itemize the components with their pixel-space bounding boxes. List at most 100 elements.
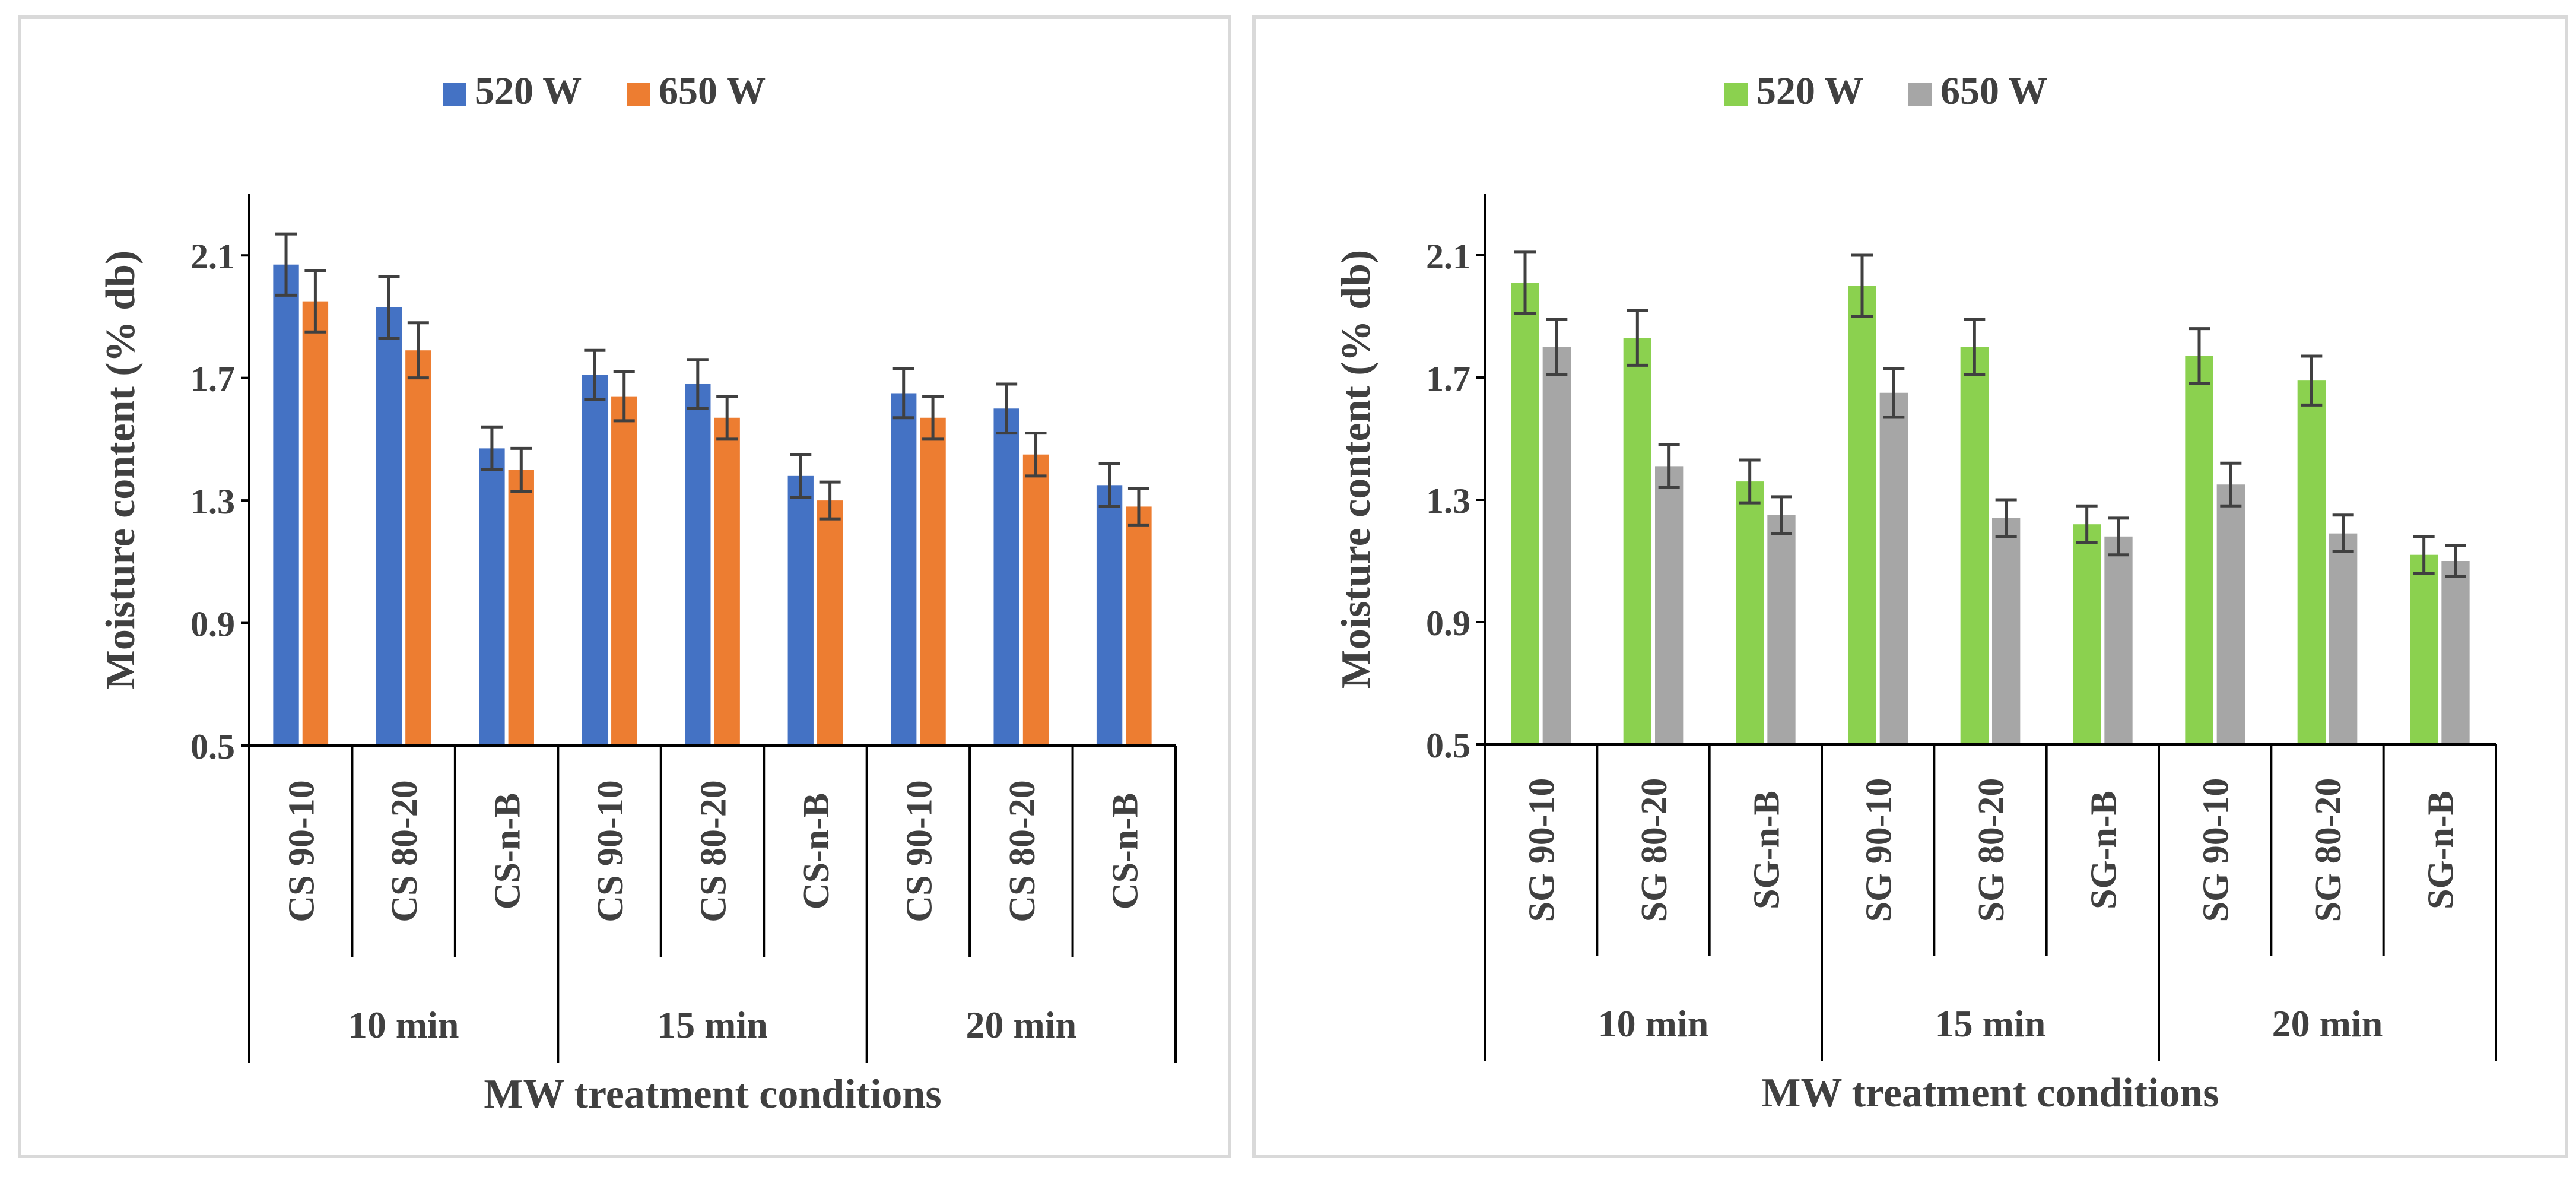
x-tick-label: CS 80-20 bbox=[385, 780, 425, 922]
x-tick-label: CS-n-B bbox=[1105, 793, 1145, 909]
error-bar-series0-3 bbox=[584, 348, 606, 401]
bar-series1-1 bbox=[405, 350, 431, 746]
group-label: 20 min bbox=[2272, 1003, 2383, 1045]
legend-label-1: 650 W bbox=[1940, 69, 2047, 113]
error-bar-series0-6 bbox=[2189, 327, 2210, 385]
y-tick-label: 2.1 bbox=[1426, 237, 1470, 276]
error-bar-series0-0 bbox=[1514, 250, 1536, 315]
bar-series0-3 bbox=[1848, 286, 1876, 744]
error-bar-series1-6 bbox=[922, 395, 944, 441]
error-bar-series0-5 bbox=[2076, 504, 2098, 544]
x-tick-label: SG 90-10 bbox=[1859, 778, 1900, 922]
bar-series1-8 bbox=[2441, 561, 2470, 744]
legend-label-0: 520 W bbox=[475, 69, 582, 113]
legend: 520 W 650 W bbox=[443, 69, 766, 113]
x-tick-label: SG-n-B bbox=[2421, 791, 2461, 909]
bar-series1-3 bbox=[1879, 392, 1908, 744]
legend-label-0: 520 W bbox=[1756, 69, 1863, 113]
error-bar-series1-1 bbox=[407, 321, 429, 380]
error-bar-series1-6 bbox=[2220, 461, 2242, 508]
error-bar-series1-0 bbox=[304, 269, 326, 334]
bar-series0-4 bbox=[1960, 347, 1989, 744]
error-bar-series0-7 bbox=[2301, 354, 2323, 407]
error-bar-series1-4 bbox=[1995, 498, 2017, 538]
bar-series0-8 bbox=[1096, 485, 1123, 746]
error-bar-series1-5 bbox=[819, 480, 841, 521]
bar-series1-4 bbox=[1992, 518, 2021, 744]
bar-series0-6 bbox=[2185, 356, 2213, 744]
error-bar-series1-2 bbox=[510, 446, 532, 493]
error-bar-series1-7 bbox=[1025, 432, 1047, 478]
x-tick-label: SG 90-10 bbox=[1522, 778, 1562, 922]
x-tick-label: CS 80-20 bbox=[1002, 780, 1043, 922]
error-bar-series0-1 bbox=[378, 275, 400, 340]
error-bar-series0-3 bbox=[1851, 253, 1873, 318]
chart-panel-right: 520 W 650 W 0.5 0.9 1.3 1.7 2.1 Moisture conten… bbox=[1252, 15, 2568, 1158]
bar-series1-8 bbox=[1126, 506, 1152, 746]
error-bar-series0-4 bbox=[1964, 318, 1986, 376]
x-tick-label: CS-n-B bbox=[488, 793, 528, 909]
x-tick-label: SG-n-B bbox=[2083, 791, 2124, 909]
bar-series1-4 bbox=[714, 417, 740, 746]
error-bar-series1-8 bbox=[2445, 544, 2466, 578]
x-axis-title: MW treatment conditions bbox=[484, 1071, 941, 1117]
bar-series1-0 bbox=[302, 301, 329, 746]
legend: 520 W 650 W bbox=[1724, 69, 2047, 113]
error-bar-series1-2 bbox=[1771, 495, 1792, 535]
y-tick-label: 0.5 bbox=[190, 727, 235, 766]
chart-left: 520 W 650 W 0.5 0.9 1.3 1.7 2.1 Moisture conten… bbox=[98, 69, 1177, 1117]
error-bar-series0-7 bbox=[996, 382, 1018, 435]
x-tick-label: CS 90-10 bbox=[590, 780, 631, 922]
legend-swatch-0 bbox=[1724, 83, 1748, 106]
bar-series0-0 bbox=[273, 264, 299, 746]
error-bar-series0-2 bbox=[481, 425, 503, 471]
x-tick-label: SG-n-B bbox=[1746, 791, 1787, 909]
error-bar-series1-8 bbox=[1127, 486, 1149, 527]
bar-series0-7 bbox=[993, 408, 1019, 746]
y-tick-label: 1.3 bbox=[1426, 481, 1470, 521]
x-tick-label: CS 80-20 bbox=[694, 780, 734, 922]
bar-series0-0 bbox=[1511, 283, 1539, 745]
bar-series0-5 bbox=[2073, 524, 2101, 744]
bar-series0-6 bbox=[891, 393, 917, 746]
bar-series0-1 bbox=[376, 307, 402, 746]
bar-series1-0 bbox=[1542, 347, 1571, 744]
error-bar-series0-8 bbox=[1098, 462, 1120, 508]
group-label: 10 min bbox=[348, 1004, 459, 1046]
chart-panel-left: 520 W 650 W 0.5 0.9 1.3 1.7 2.1 Moisture conten… bbox=[18, 15, 1231, 1158]
error-bar-series1-7 bbox=[2332, 513, 2354, 554]
bar-series1-6 bbox=[920, 417, 946, 746]
bar-series0-3 bbox=[582, 375, 608, 746]
bar-series0-8 bbox=[2410, 554, 2438, 744]
bar-series0-7 bbox=[2297, 380, 2326, 744]
y-tick-label: 1.3 bbox=[190, 482, 235, 521]
bar-series0-1 bbox=[1623, 338, 1651, 744]
bar-series1-5 bbox=[817, 500, 843, 746]
error-bar-series0-6 bbox=[892, 367, 914, 420]
error-bar-series0-8 bbox=[2413, 535, 2435, 575]
y-axis-title: Moisture content (% db) bbox=[98, 250, 144, 689]
group-label: 15 min bbox=[657, 1004, 768, 1046]
bar-series1-2 bbox=[508, 470, 534, 746]
bar-series0-2 bbox=[1736, 481, 1764, 744]
x-tick-label: CS-n-B bbox=[796, 793, 837, 909]
error-bar-series1-3 bbox=[1883, 367, 1905, 419]
y-tick-label: 1.7 bbox=[190, 360, 235, 399]
y-tick-label: 1.7 bbox=[1426, 359, 1470, 398]
bar-series1-7 bbox=[1022, 454, 1049, 746]
bar-series1-7 bbox=[2329, 533, 2358, 744]
bar-series1-2 bbox=[1767, 515, 1796, 744]
bar-series1-3 bbox=[611, 396, 637, 746]
x-tick-label: SG 80-20 bbox=[2308, 778, 2349, 922]
y-tick-label: 0.9 bbox=[190, 605, 235, 644]
y-axis-title: Moisture content (% db) bbox=[1333, 250, 1379, 689]
error-bar-series1-0 bbox=[1546, 318, 1568, 376]
bar-series1-5 bbox=[2104, 536, 2133, 744]
bar-series1-1 bbox=[1655, 466, 1684, 744]
legend-label-1: 650 W bbox=[659, 69, 766, 113]
error-bar-series0-5 bbox=[790, 453, 812, 499]
error-bar-series0-2 bbox=[1739, 458, 1761, 505]
x-axis-title: MW treatment conditions bbox=[1761, 1070, 2219, 1116]
bar-series0-4 bbox=[685, 383, 711, 746]
error-bar-series1-3 bbox=[613, 370, 635, 423]
